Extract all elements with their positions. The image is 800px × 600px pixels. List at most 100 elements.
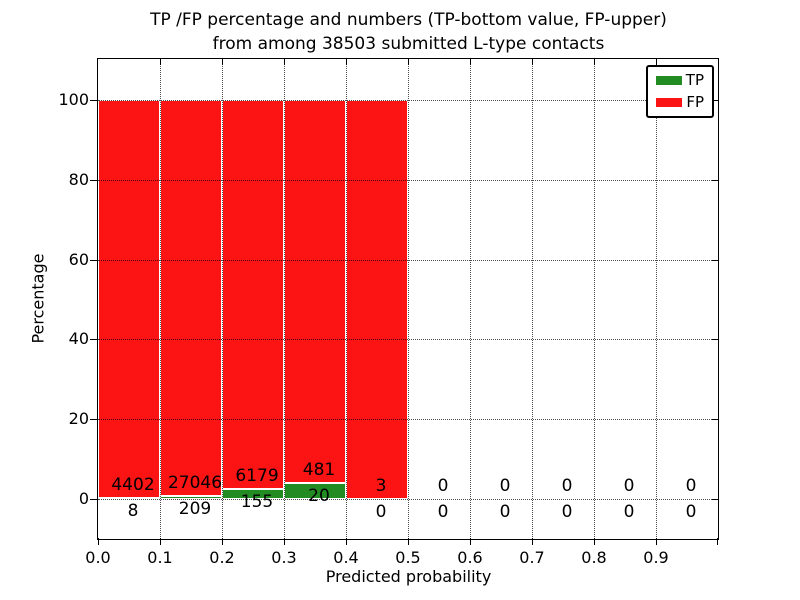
y-tick-label: 100	[58, 90, 89, 109]
x-axis-tick-top	[594, 59, 595, 65]
gridline-vertical	[284, 59, 285, 539]
fp-count-label: 0	[437, 476, 449, 496]
gridline-horizontal	[98, 499, 718, 500]
gridline-vertical	[656, 59, 657, 539]
fp-count-label: 3	[375, 476, 387, 496]
x-axis-tick-top	[222, 59, 223, 65]
tp-count-label: 0	[623, 501, 635, 522]
legend: TP FP	[646, 65, 714, 118]
tp-count-label: 0	[437, 501, 449, 522]
x-axis-label: Predicted probability	[325, 567, 492, 586]
x-axis-tick	[222, 538, 223, 545]
y-axis-tick	[90, 339, 97, 341]
y-tick-label: 40	[68, 329, 89, 349]
x-tick-label: 0.0	[85, 548, 111, 567]
y-axis-tick-right	[712, 259, 718, 261]
gridline-vertical	[160, 59, 161, 539]
x-axis-tick-top	[408, 59, 409, 65]
legend-item-fp: FP	[656, 95, 704, 110]
x-axis-tick-top	[284, 59, 285, 65]
x-tick-label: 0.1	[147, 548, 173, 567]
gridline-vertical	[346, 59, 347, 539]
x-axis-tick-top	[656, 59, 657, 65]
y-axis-tick	[90, 259, 97, 261]
x-tick-label: 0.2	[209, 548, 235, 567]
tp-count-label: 209	[178, 498, 212, 519]
gridline-vertical	[408, 59, 409, 539]
y-axis-tick-right	[712, 339, 718, 341]
fp-bar	[98, 100, 160, 499]
fp-color-swatch-icon	[656, 98, 682, 107]
x-axis-tick-top	[346, 59, 347, 65]
x-tick-label: 0.6	[457, 548, 483, 567]
tp-count-label: 0	[375, 501, 387, 522]
y-axis-tick	[90, 419, 97, 421]
x-axis-tick	[284, 538, 285, 545]
tp-count-label: 0	[685, 501, 697, 522]
y-tick-label: 20	[68, 409, 89, 429]
tp-count-label: 0	[499, 501, 511, 522]
x-axis-tick-top	[160, 59, 161, 65]
y-axis-label: Percentage	[28, 253, 48, 344]
fp-count-label: 0	[623, 476, 635, 496]
x-axis-tick	[717, 538, 718, 545]
gridline-horizontal	[98, 100, 718, 101]
y-axis-tick-right	[712, 100, 718, 101]
fp-count-label: 27046	[167, 472, 223, 493]
fp-count-label: 4402	[111, 475, 155, 496]
x-axis-tick-top	[470, 59, 471, 65]
fp-bar	[160, 100, 222, 496]
y-axis-tick	[90, 499, 97, 500]
y-axis-tick-right	[712, 419, 718, 421]
tp-count-label: 0	[561, 501, 573, 522]
legend-item-tp: TP	[656, 73, 704, 88]
x-tick-label: 0.8	[581, 548, 607, 567]
x-tick-label: 0.9	[643, 548, 669, 567]
chart-title-line2: from among 38503 submitted L-type contac…	[212, 34, 605, 54]
gridline-horizontal	[98, 259, 718, 261]
fp-count-label: 6179	[235, 466, 279, 487]
tp-count-label: 8	[127, 501, 139, 522]
fp-count-label: 0	[685, 476, 697, 496]
fp-bar	[222, 100, 284, 490]
gridline-horizontal	[98, 419, 718, 421]
fp-count-label: 481	[302, 460, 336, 481]
y-tick-label: 80	[68, 169, 89, 189]
x-axis-tick	[160, 538, 161, 545]
x-axis-tick	[346, 538, 347, 545]
gridline-vertical	[594, 59, 595, 539]
gridline-vertical	[470, 59, 471, 539]
y-axis-tick-right	[712, 499, 718, 500]
fp-count-label: 0	[561, 476, 573, 496]
x-tick-label: 0.4	[333, 548, 359, 567]
fp-bar	[346, 100, 408, 499]
plot-area: TP FP 4402 8 27046 209 6179 155 481 20 3 0 0 0 0 0 0 0 0…	[90, 58, 719, 545]
x-tick-label: 0.3	[271, 548, 297, 567]
x-axis-tick	[470, 538, 471, 545]
y-axis-tick	[90, 100, 97, 101]
gridline-vertical	[222, 59, 223, 539]
tp-count-label: 155	[240, 492, 274, 513]
x-tick-label: 0.5	[395, 548, 421, 567]
legend-label-tp: TP	[685, 71, 704, 89]
chart-title-line1: TP /FP percentage and numbers (TP-bottom…	[150, 10, 667, 30]
x-axis-tick	[656, 538, 657, 545]
legend-label-fp: FP	[686, 93, 704, 111]
fp-bar	[284, 100, 346, 484]
x-axis-tick	[408, 538, 409, 545]
x-axis-tick	[98, 538, 99, 545]
gridline-horizontal	[98, 339, 718, 341]
tp-count-label: 20	[308, 486, 330, 507]
y-tick-label: 0	[78, 489, 89, 508]
fp-count-label: 0	[499, 476, 511, 496]
y-axis-tick	[90, 179, 97, 181]
y-tick-label: 60	[68, 249, 89, 269]
y-axis-tick-right	[712, 179, 718, 181]
x-tick-label: 0.7	[519, 548, 545, 567]
x-axis-tick	[594, 538, 595, 545]
x-axis-tick-top	[532, 59, 533, 65]
x-axis-tick	[532, 538, 533, 545]
gridline-horizontal	[98, 179, 718, 181]
gridline-vertical	[532, 59, 533, 539]
